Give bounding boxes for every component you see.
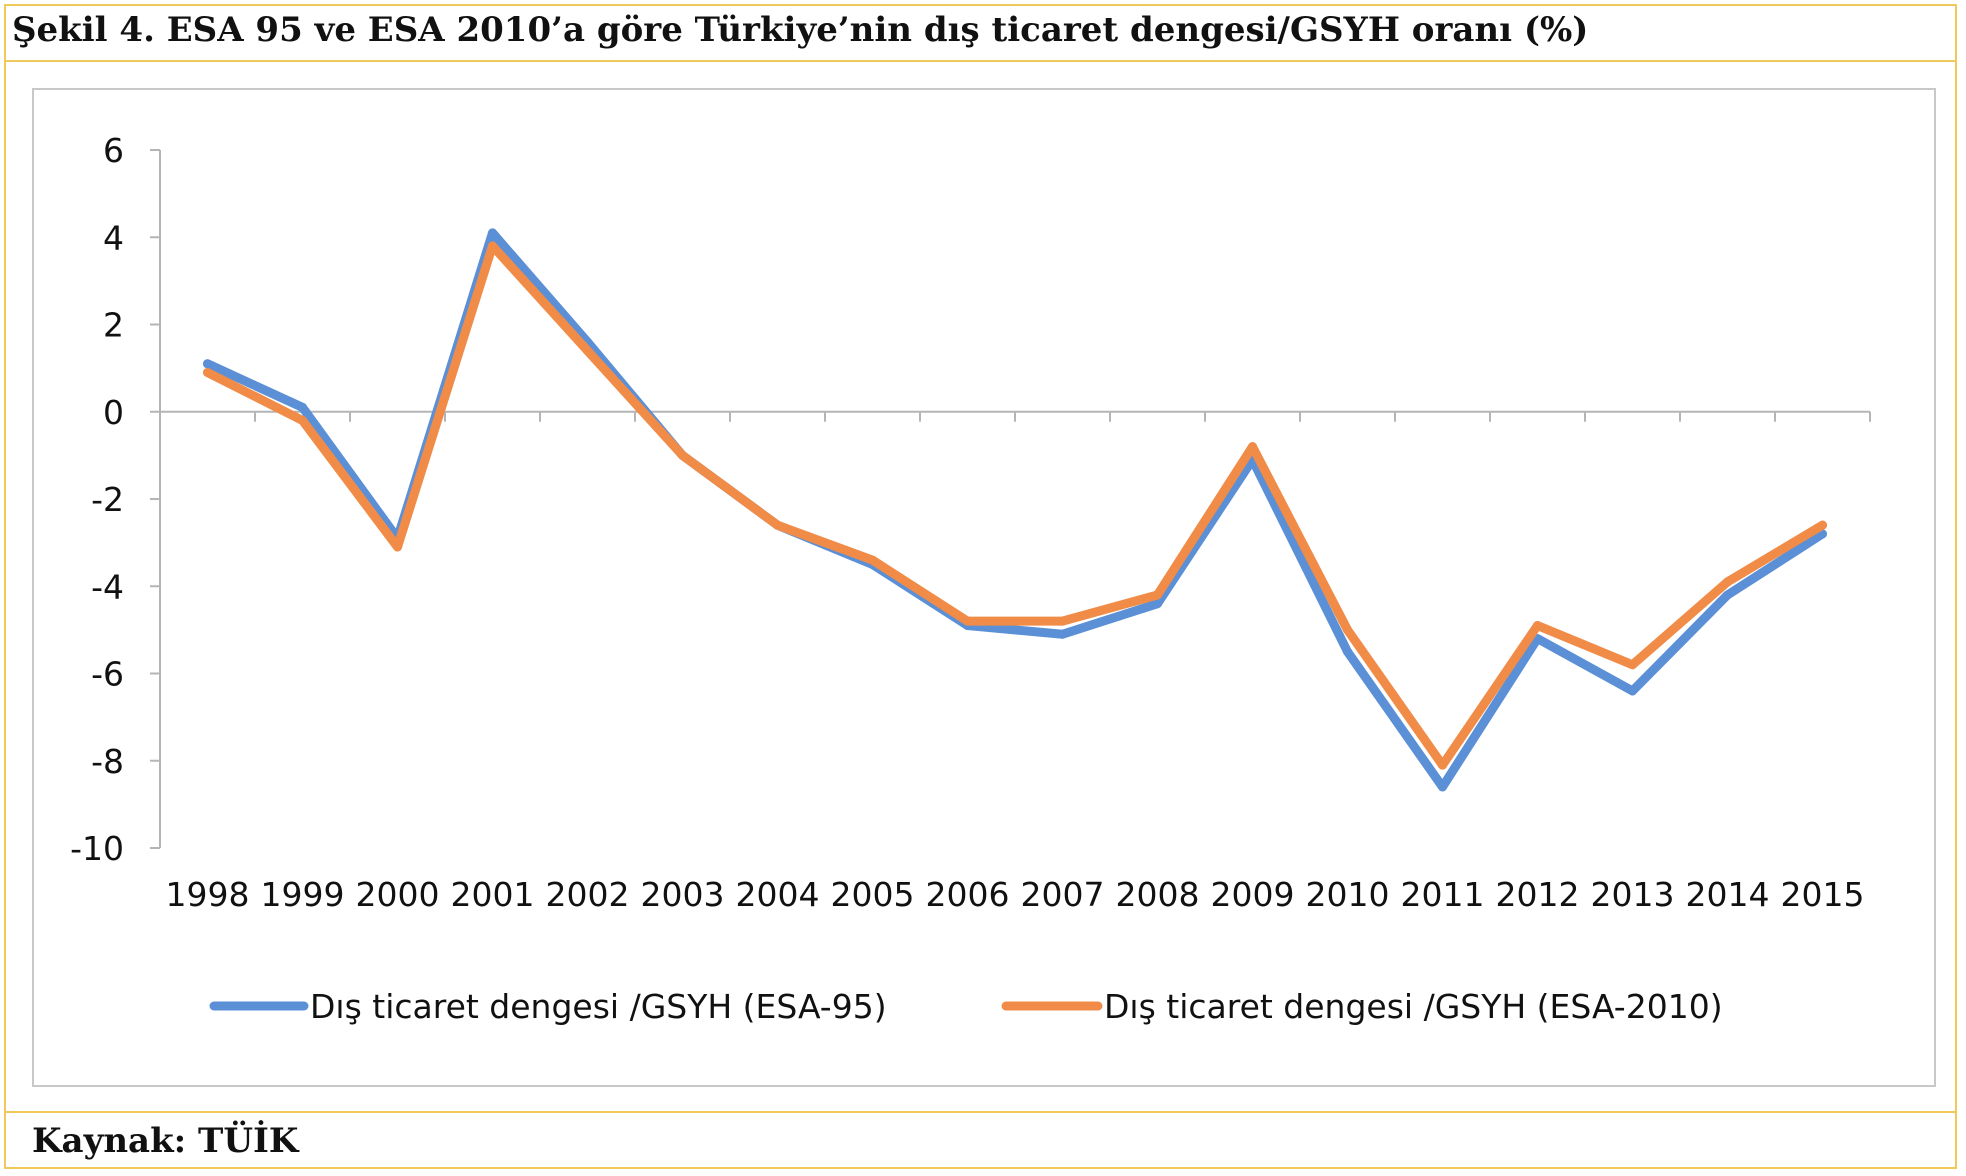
series-line-esa2010 (203, 241, 1827, 770)
data-point (203, 367, 212, 377)
legend: Dış ticaret dengesi /GSYH (ESA-95) Dış ti… (209, 987, 1723, 1026)
data-point (678, 450, 687, 460)
data-point (773, 520, 782, 530)
y-tick-label: -8 (91, 742, 124, 781)
data-point (1628, 686, 1637, 696)
data-point (1153, 590, 1162, 600)
x-tick-label: 2011 (1401, 875, 1485, 914)
x-tick-label: 2010 (1306, 875, 1390, 914)
y-tick-label: 0 (103, 393, 124, 432)
data-point (1818, 520, 1827, 530)
data-point (583, 346, 592, 356)
source-bar: Kaynak: TÜİK (6, 1111, 1955, 1167)
y-tick-label: -4 (91, 567, 124, 606)
data-point (1058, 629, 1067, 639)
x-tick-label: 2007 (1021, 875, 1105, 914)
data-point (963, 616, 972, 626)
x-tick-label: 2008 (1116, 875, 1200, 914)
x-tick-label: 2006 (926, 875, 1010, 914)
y-tick-label: -2 (91, 480, 124, 519)
data-point (298, 402, 307, 412)
x-tick-label: 2015 (1781, 875, 1865, 914)
axes: 6 4 2 0 -2 -4 -6 -8 -10 1998 1999 2000 2001 2002 2003 2… (70, 131, 1871, 914)
x-tick-label: 2005 (831, 875, 915, 914)
data-point (203, 359, 212, 369)
x-tick-label: 2014 (1686, 875, 1770, 914)
y-tick-label: 4 (103, 218, 124, 257)
legend-label: Dış ticaret dengesi /GSYH (ESA-2010) (1104, 987, 1723, 1026)
data-point (1533, 621, 1542, 631)
title-bar: Şekil 4. ESA 95 ve ESA 2010’a göre Türki… (6, 6, 1955, 62)
data-point (488, 241, 497, 251)
data-point (868, 555, 877, 565)
x-tick-label: 1999 (261, 875, 345, 914)
y-tick-label: 6 (103, 131, 124, 170)
y-tick-label: -10 (70, 829, 124, 868)
x-tick-label: 2009 (1211, 875, 1295, 914)
figure-title: Şekil 4. ESA 95 ve ESA 2010’a göre Türki… (12, 10, 1589, 50)
series-line-esa95 (203, 228, 1827, 792)
y-tick-label: -6 (91, 655, 124, 694)
data-point (1343, 647, 1352, 657)
data-point (1723, 590, 1732, 600)
x-tick-label: 2002 (546, 875, 630, 914)
data-point (1438, 782, 1447, 792)
data-point (1628, 660, 1637, 670)
x-tick-label: 2003 (641, 875, 725, 914)
series-layer (203, 228, 1827, 792)
x-tick-label: 2012 (1496, 875, 1580, 914)
x-tick-label: 2001 (451, 875, 535, 914)
x-tick-label: 2004 (736, 875, 820, 914)
data-point (1438, 760, 1447, 770)
x-tick-label: 2013 (1591, 875, 1675, 914)
data-point (1248, 442, 1257, 452)
source-note: Kaynak: TÜİK (32, 1121, 299, 1161)
data-point (1153, 599, 1162, 609)
chart-area (32, 88, 1936, 1087)
data-point (1723, 577, 1732, 587)
data-point (488, 228, 497, 238)
x-tick-label: 1998 (166, 875, 250, 914)
data-point (393, 542, 402, 552)
data-point (1058, 616, 1067, 626)
data-point (298, 415, 307, 425)
y-tick-label: 2 (103, 306, 124, 345)
figure-frame: Şekil 4. ESA 95 ve ESA 2010’a göre Türki… (4, 4, 1957, 1169)
x-tick-label: 2000 (356, 875, 440, 914)
data-point (1343, 625, 1352, 635)
legend-label: Dış ticaret dengesi /GSYH (ESA-95) (310, 987, 887, 1026)
